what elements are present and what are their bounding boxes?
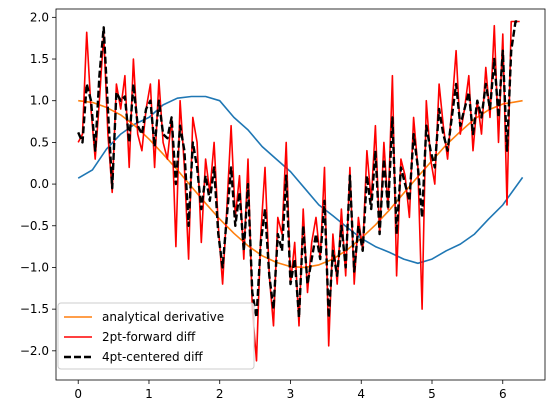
x-axis: 0 1 2 3 4 5 6 <box>74 380 507 401</box>
series-layer <box>77 20 524 362</box>
legend: analytical derivative 2pt-forward diff 4… <box>57 302 255 370</box>
y-tick-label: −1.5 <box>20 302 49 316</box>
y-tick-label: 0.0 <box>30 177 49 191</box>
y-tick-label: 0.5 <box>30 135 49 149</box>
y-tick-label: 1.5 <box>30 52 49 66</box>
series-line-1 <box>78 99 523 269</box>
legend-box <box>57 302 255 370</box>
y-tick-label: −1.0 <box>20 260 49 274</box>
plot-frame <box>55 8 546 381</box>
legend-label-2pt: 2pt-forward diff <box>102 330 196 344</box>
legend-label-analytical: analytical derivative <box>102 310 224 324</box>
x-tick-label: 0 <box>74 387 82 401</box>
x-tick-label: 2 <box>216 387 224 401</box>
y-tick-label: 2.0 <box>30 10 49 24</box>
legend-label-4pt: 4pt-centered diff <box>102 350 203 364</box>
x-tick-label: 6 <box>499 387 507 401</box>
y-tick-label: 1.0 <box>30 94 49 108</box>
x-tick-label: 3 <box>287 387 295 401</box>
x-tick-label: 1 <box>145 387 153 401</box>
x-tick-label: 5 <box>428 387 436 401</box>
y-axis: −2.0 −1.5 −1.0 −0.5 0.0 0.5 1.0 1.5 2.0 <box>20 10 56 358</box>
x-tick-label: 4 <box>357 387 365 401</box>
y-tick-label: −0.5 <box>20 219 49 233</box>
y-tick-label: −2.0 <box>20 344 49 358</box>
